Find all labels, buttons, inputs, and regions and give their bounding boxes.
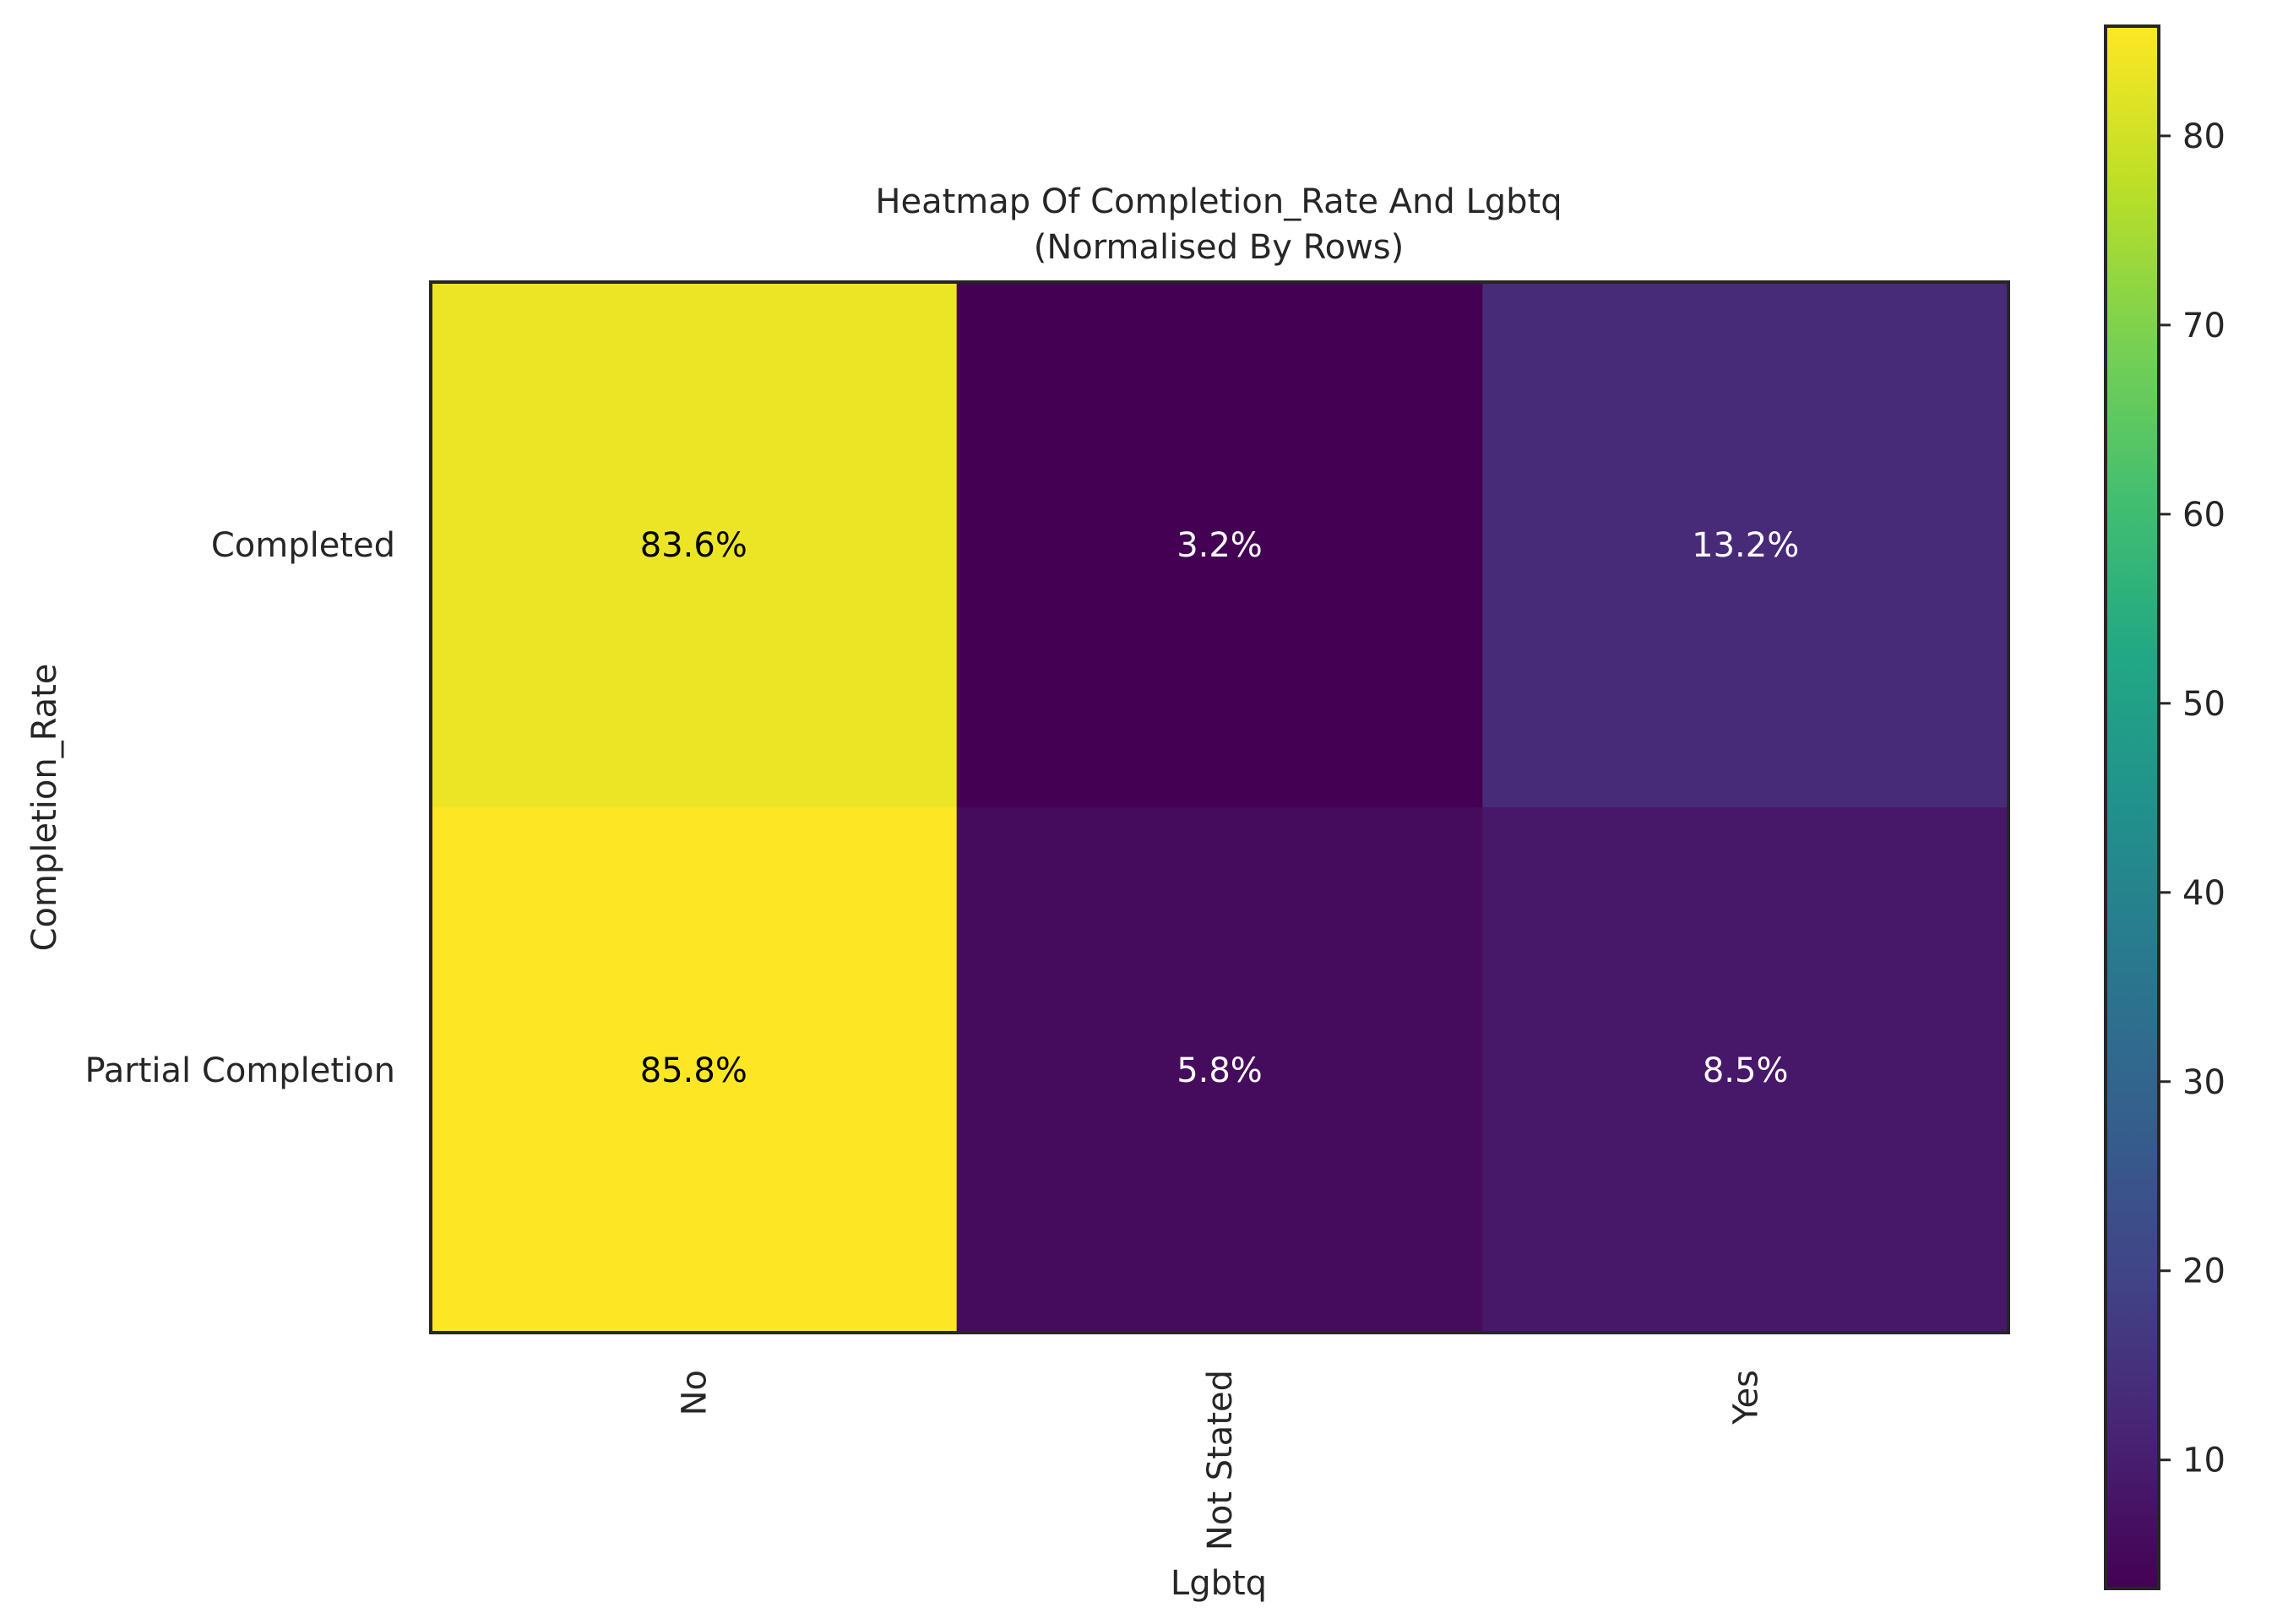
heatmap-cells [431, 282, 2009, 1333]
heatmap-cell [431, 282, 958, 808]
cell-value-label: 8.5% [1703, 1051, 1789, 1090]
colorbar-tick-label: 20 [2182, 1252, 2225, 1291]
x-tick-label: Not Stated [1201, 1370, 1240, 1551]
x-tick-label: No [675, 1370, 714, 1415]
heatmap-cell [431, 807, 958, 1333]
colorbar-tick-label: 30 [2182, 1063, 2225, 1102]
colorbar-tick-label: 40 [2182, 874, 2225, 913]
cell-value-label: 83.6% [640, 526, 747, 565]
chart-subtitle: (Normalised By Rows) [1034, 228, 1404, 267]
colorbar-ticks: 10 20 30 40 50 60 70 80 [2159, 117, 2225, 1480]
y-tick-label: Completed [211, 526, 395, 565]
heatmap-cell [956, 282, 1483, 808]
colorbar-tick-label: 50 [2182, 685, 2225, 724]
heatmap-cell-labels: 83.6% 3.2% 13.2% 85.8% 5.8% 8.5% [640, 526, 1799, 1090]
x-tick-label: Yes [1727, 1370, 1766, 1426]
cell-value-label: 13.2% [1692, 526, 1799, 565]
colorbar-tick-label: 60 [2182, 496, 2225, 535]
heatmap-cell [1482, 282, 2009, 808]
x-tick-labels: No Not Stated Yes [675, 1370, 1765, 1551]
colorbar-tick-label: 80 [2182, 117, 2225, 156]
colorbar [2104, 24, 2160, 1590]
plot-frame [429, 280, 2010, 1334]
heatmap-cell [956, 807, 1483, 1333]
colorbar-tick-label: 10 [2182, 1442, 2225, 1480]
chart-title: Heatmap Of Completion_Rate And Lgbtq [875, 182, 1562, 221]
colorbar-tick-label: 70 [2182, 307, 2225, 345]
y-tick-label: Partial Completion [84, 1051, 395, 1090]
cell-value-label: 3.2% [1177, 526, 1263, 565]
x-axis-label: Lgbtq [1171, 1564, 1267, 1603]
y-tick-labels: Completed Partial Completion [84, 526, 395, 1090]
y-axis-label: Completion_Rate [25, 664, 64, 952]
cell-value-label: 5.8% [1177, 1051, 1263, 1090]
cell-value-label: 85.8% [640, 1051, 747, 1090]
heatmap-cell [1482, 807, 2009, 1333]
